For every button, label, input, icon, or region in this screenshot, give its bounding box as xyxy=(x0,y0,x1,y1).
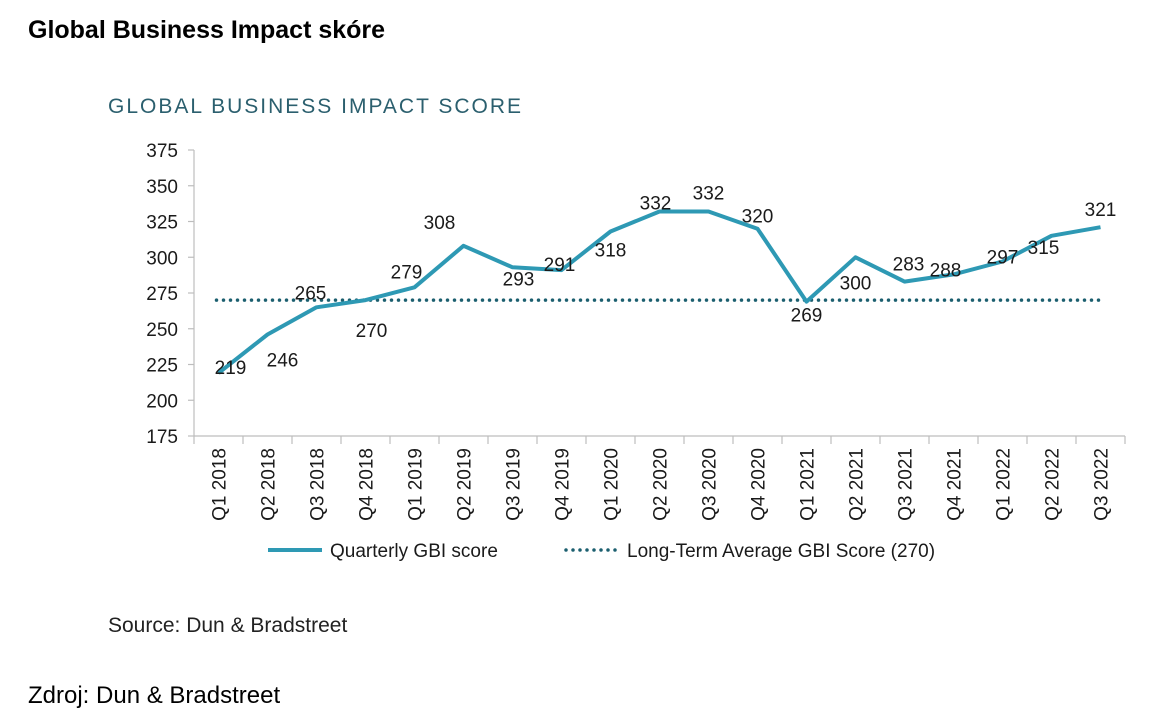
data-label: 315 xyxy=(1028,238,1060,259)
footer-source: Zdroj: Dun & Bradstreet xyxy=(28,682,281,709)
x-tick-label: Q2 2021 xyxy=(847,448,868,521)
y-tick-label: 350 xyxy=(146,177,178,198)
y-tick-label: 250 xyxy=(146,320,178,341)
data-label: 318 xyxy=(595,241,627,262)
x-tick-label: Q2 2022 xyxy=(1043,448,1064,521)
x-tick-label: Q1 2020 xyxy=(602,448,623,521)
data-label: 297 xyxy=(987,248,1019,269)
x-tick-label: Q1 2021 xyxy=(798,448,819,521)
x-tick-label: Q1 2019 xyxy=(406,448,427,521)
x-tick-label: Q3 2020 xyxy=(700,448,721,521)
y-tick-label: 225 xyxy=(146,356,178,377)
data-label: 293 xyxy=(503,269,535,290)
data-label: 269 xyxy=(791,306,823,327)
x-tick-label: Q1 2018 xyxy=(210,448,231,521)
y-tick-labels: 375 350 325 300 275 250 225 200 175 xyxy=(146,141,178,448)
y-tick-label: 325 xyxy=(146,213,178,234)
x-tick-label: Q2 2020 xyxy=(651,448,672,521)
data-label: 219 xyxy=(215,358,247,379)
x-tick-label: Q3 2018 xyxy=(308,448,329,521)
x-tick-label: Q4 2021 xyxy=(945,448,966,521)
y-tick-label: 375 xyxy=(146,141,178,162)
data-label: 321 xyxy=(1085,200,1117,221)
data-label: 288 xyxy=(930,260,962,281)
data-label: 308 xyxy=(424,213,456,234)
y-tick-label: 175 xyxy=(146,427,178,448)
x-tick-label: Q2 2019 xyxy=(455,448,476,521)
data-label: 320 xyxy=(742,207,774,228)
data-label: 332 xyxy=(640,193,672,214)
page-heading: Global Business Impact skóre xyxy=(28,16,386,44)
series-lines xyxy=(214,209,1105,375)
legend: Quarterly GBI score Long-Term Average GB… xyxy=(268,541,935,562)
axes xyxy=(188,149,1126,444)
gbi-line-chart: GLOBAL BUSINESS IMPACT SCORE 375 350 325 30… xyxy=(108,95,1126,562)
data-label: 291 xyxy=(544,255,576,276)
data-label: 279 xyxy=(391,262,423,283)
x-tick-label: Q2 2018 xyxy=(259,448,280,521)
data-label: 270 xyxy=(356,321,388,342)
x-tick-label: Q4 2020 xyxy=(749,448,770,521)
legend-label-average: Long-Term Average GBI Score (270) xyxy=(627,541,935,562)
quarterly-gbi-line xyxy=(217,209,1101,375)
x-tick-label: Q3 2021 xyxy=(896,448,917,521)
data-label: 246 xyxy=(267,350,299,371)
x-tick-labels: Q1 2018 Q2 2018 Q3 2018 Q4 2018 Q1 2019 Q2 20… xyxy=(210,448,1113,521)
y-tick-label: 200 xyxy=(146,391,178,412)
x-tick-label: Q4 2018 xyxy=(357,448,378,521)
data-label: 265 xyxy=(295,283,327,304)
x-tick-label: Q3 2019 xyxy=(504,448,525,521)
x-tick-label: Q1 2022 xyxy=(994,448,1015,521)
legend-label-quarterly: Quarterly GBI score xyxy=(330,541,498,562)
data-label: 332 xyxy=(693,183,725,204)
x-tick-label: Q4 2019 xyxy=(553,448,574,521)
chart-source-note: Source: Dun & Bradstreet xyxy=(108,614,348,637)
data-labels: 219 246 265 270 279 308 293 291 318 332 332 320 269 3… xyxy=(215,183,1117,379)
data-label: 283 xyxy=(893,255,925,276)
y-tick-label: 300 xyxy=(146,248,178,269)
y-tick-label: 275 xyxy=(146,284,178,305)
x-tick-label: Q3 2022 xyxy=(1092,448,1113,521)
data-label: 300 xyxy=(840,273,872,294)
chart-title: GLOBAL BUSINESS IMPACT SCORE xyxy=(108,95,523,118)
